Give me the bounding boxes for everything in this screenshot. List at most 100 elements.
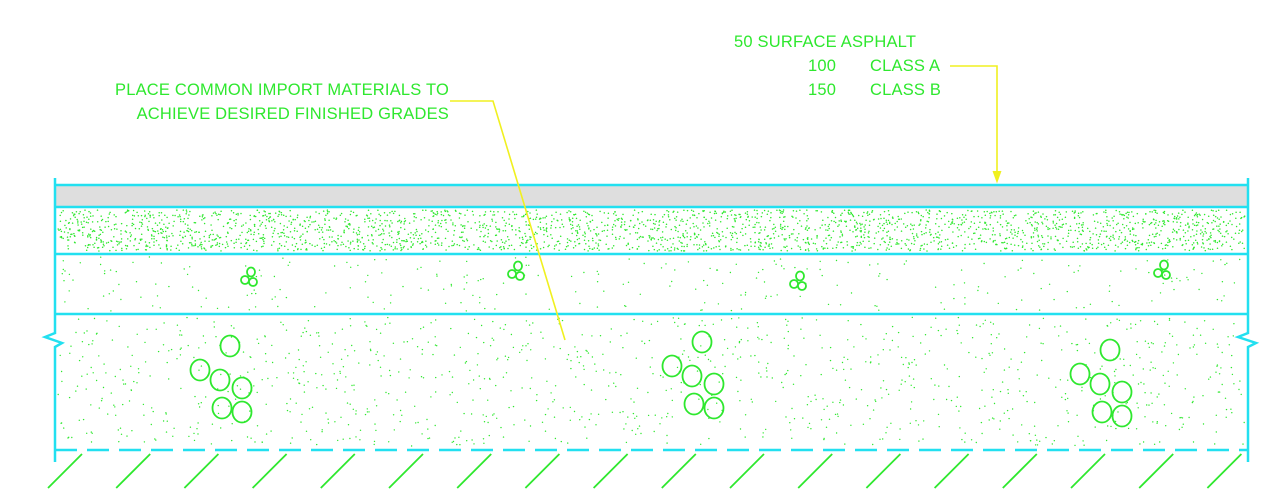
speckle-dot [60,422,62,424]
speckle-dot [666,416,668,418]
speckle-dot [376,351,379,353]
speckle-dot [356,240,359,242]
speckle-dot [754,223,756,226]
speckle-dot [146,226,149,228]
speckle-dot [820,373,822,376]
speckle-dot [860,227,862,229]
speckle-dot [1108,220,1110,222]
speckle-dot [500,245,502,248]
speckle-dot [806,238,809,240]
speckle-dot [633,226,635,228]
speckle-dot [553,399,556,401]
speckle-dot [468,383,470,385]
speckle-dot [130,365,132,367]
speckle-dot [553,247,556,250]
speckle-dot [830,236,833,239]
speckle-dot [848,209,851,211]
speckle-dot [333,265,336,267]
speckle-dot [522,215,525,218]
speckle-dot [561,223,564,226]
speckle-dot [964,214,967,216]
speckle-dot [1101,365,1103,367]
speckle-dot [852,246,855,248]
speckle-dot [100,240,103,242]
speckle-dot [249,214,251,217]
speckle-dot [451,441,453,443]
speckle-dot [1152,421,1154,423]
speckle-dot [422,377,425,379]
speckle-dot [698,247,701,249]
speckle-dot [71,211,74,214]
speckle-dot [960,223,963,226]
speckle-dot [1013,229,1016,231]
speckle-dot [1167,370,1169,372]
speckle-dot [926,220,928,223]
speckle-dot [750,245,752,248]
speckle-dot [239,375,242,377]
speckle-dot [472,214,475,216]
speckle-dot [1054,326,1056,328]
speckle-dot [258,211,260,214]
speckle-dot [410,231,412,234]
speckle-dot [991,396,993,398]
speckle-dot [296,230,298,233]
speckle-dot [627,416,629,418]
speckle-dot [1113,238,1115,240]
speckle-dot [1166,219,1169,222]
speckle-dot [1006,409,1009,412]
speckle-dot [491,220,494,222]
speckle-dot [527,239,529,241]
speckle-dot [1198,213,1200,215]
speckle-dot [1094,352,1096,354]
speckle-dot [261,379,263,381]
speckle-dot [1187,216,1189,219]
speckle-dot [1006,242,1008,245]
speckle-dot [64,224,66,227]
speckle-dot [553,218,555,220]
speckle-dot [167,227,169,229]
speckle-dot [771,247,774,249]
surface-asphalt-layer [55,185,1248,207]
speckle-dot [958,324,960,326]
speckle-dot [1192,400,1194,403]
speckle-dot [268,212,270,215]
speckle-dot [525,256,527,258]
speckle-dot [440,213,443,216]
speckle-dot [680,241,682,244]
speckle-dot [1075,307,1078,309]
speckle-dot [227,390,229,393]
speckle-dot [115,270,118,273]
speckle-dot [530,332,532,334]
speckle-dot [815,319,818,321]
speckle-dot [1160,230,1162,232]
speckle-dot [888,213,890,216]
speckle-dot [1176,374,1178,376]
speckle-dot [785,416,787,418]
speckle-dot [256,209,259,212]
speckle-dot [1204,342,1207,344]
speckle-dot [620,374,622,376]
speckle-dot [894,222,896,225]
speckle-dot [1167,237,1169,240]
speckle-dot [935,317,937,319]
speckle-dot [1045,436,1047,439]
speckle-dot [1147,238,1150,241]
speckle-dot [618,217,620,220]
speckle-dot [1115,368,1117,371]
speckle-dot [403,223,405,225]
speckle-dot [814,394,816,396]
speckle-dot [907,211,909,213]
speckle-dot [597,273,600,275]
speckle-dot [357,264,359,267]
speckle-dot [839,236,841,238]
speckle-dot [172,235,174,237]
speckle-dot [861,223,863,225]
speckle-dot [620,226,622,228]
speckle-dot [252,249,255,252]
speckle-dot [682,220,684,223]
speckle-dot [150,423,152,426]
speckle-dot [534,218,537,220]
speckle-dot [1196,353,1198,355]
speckle-dot [1162,282,1164,285]
speckle-dot [1015,214,1017,216]
